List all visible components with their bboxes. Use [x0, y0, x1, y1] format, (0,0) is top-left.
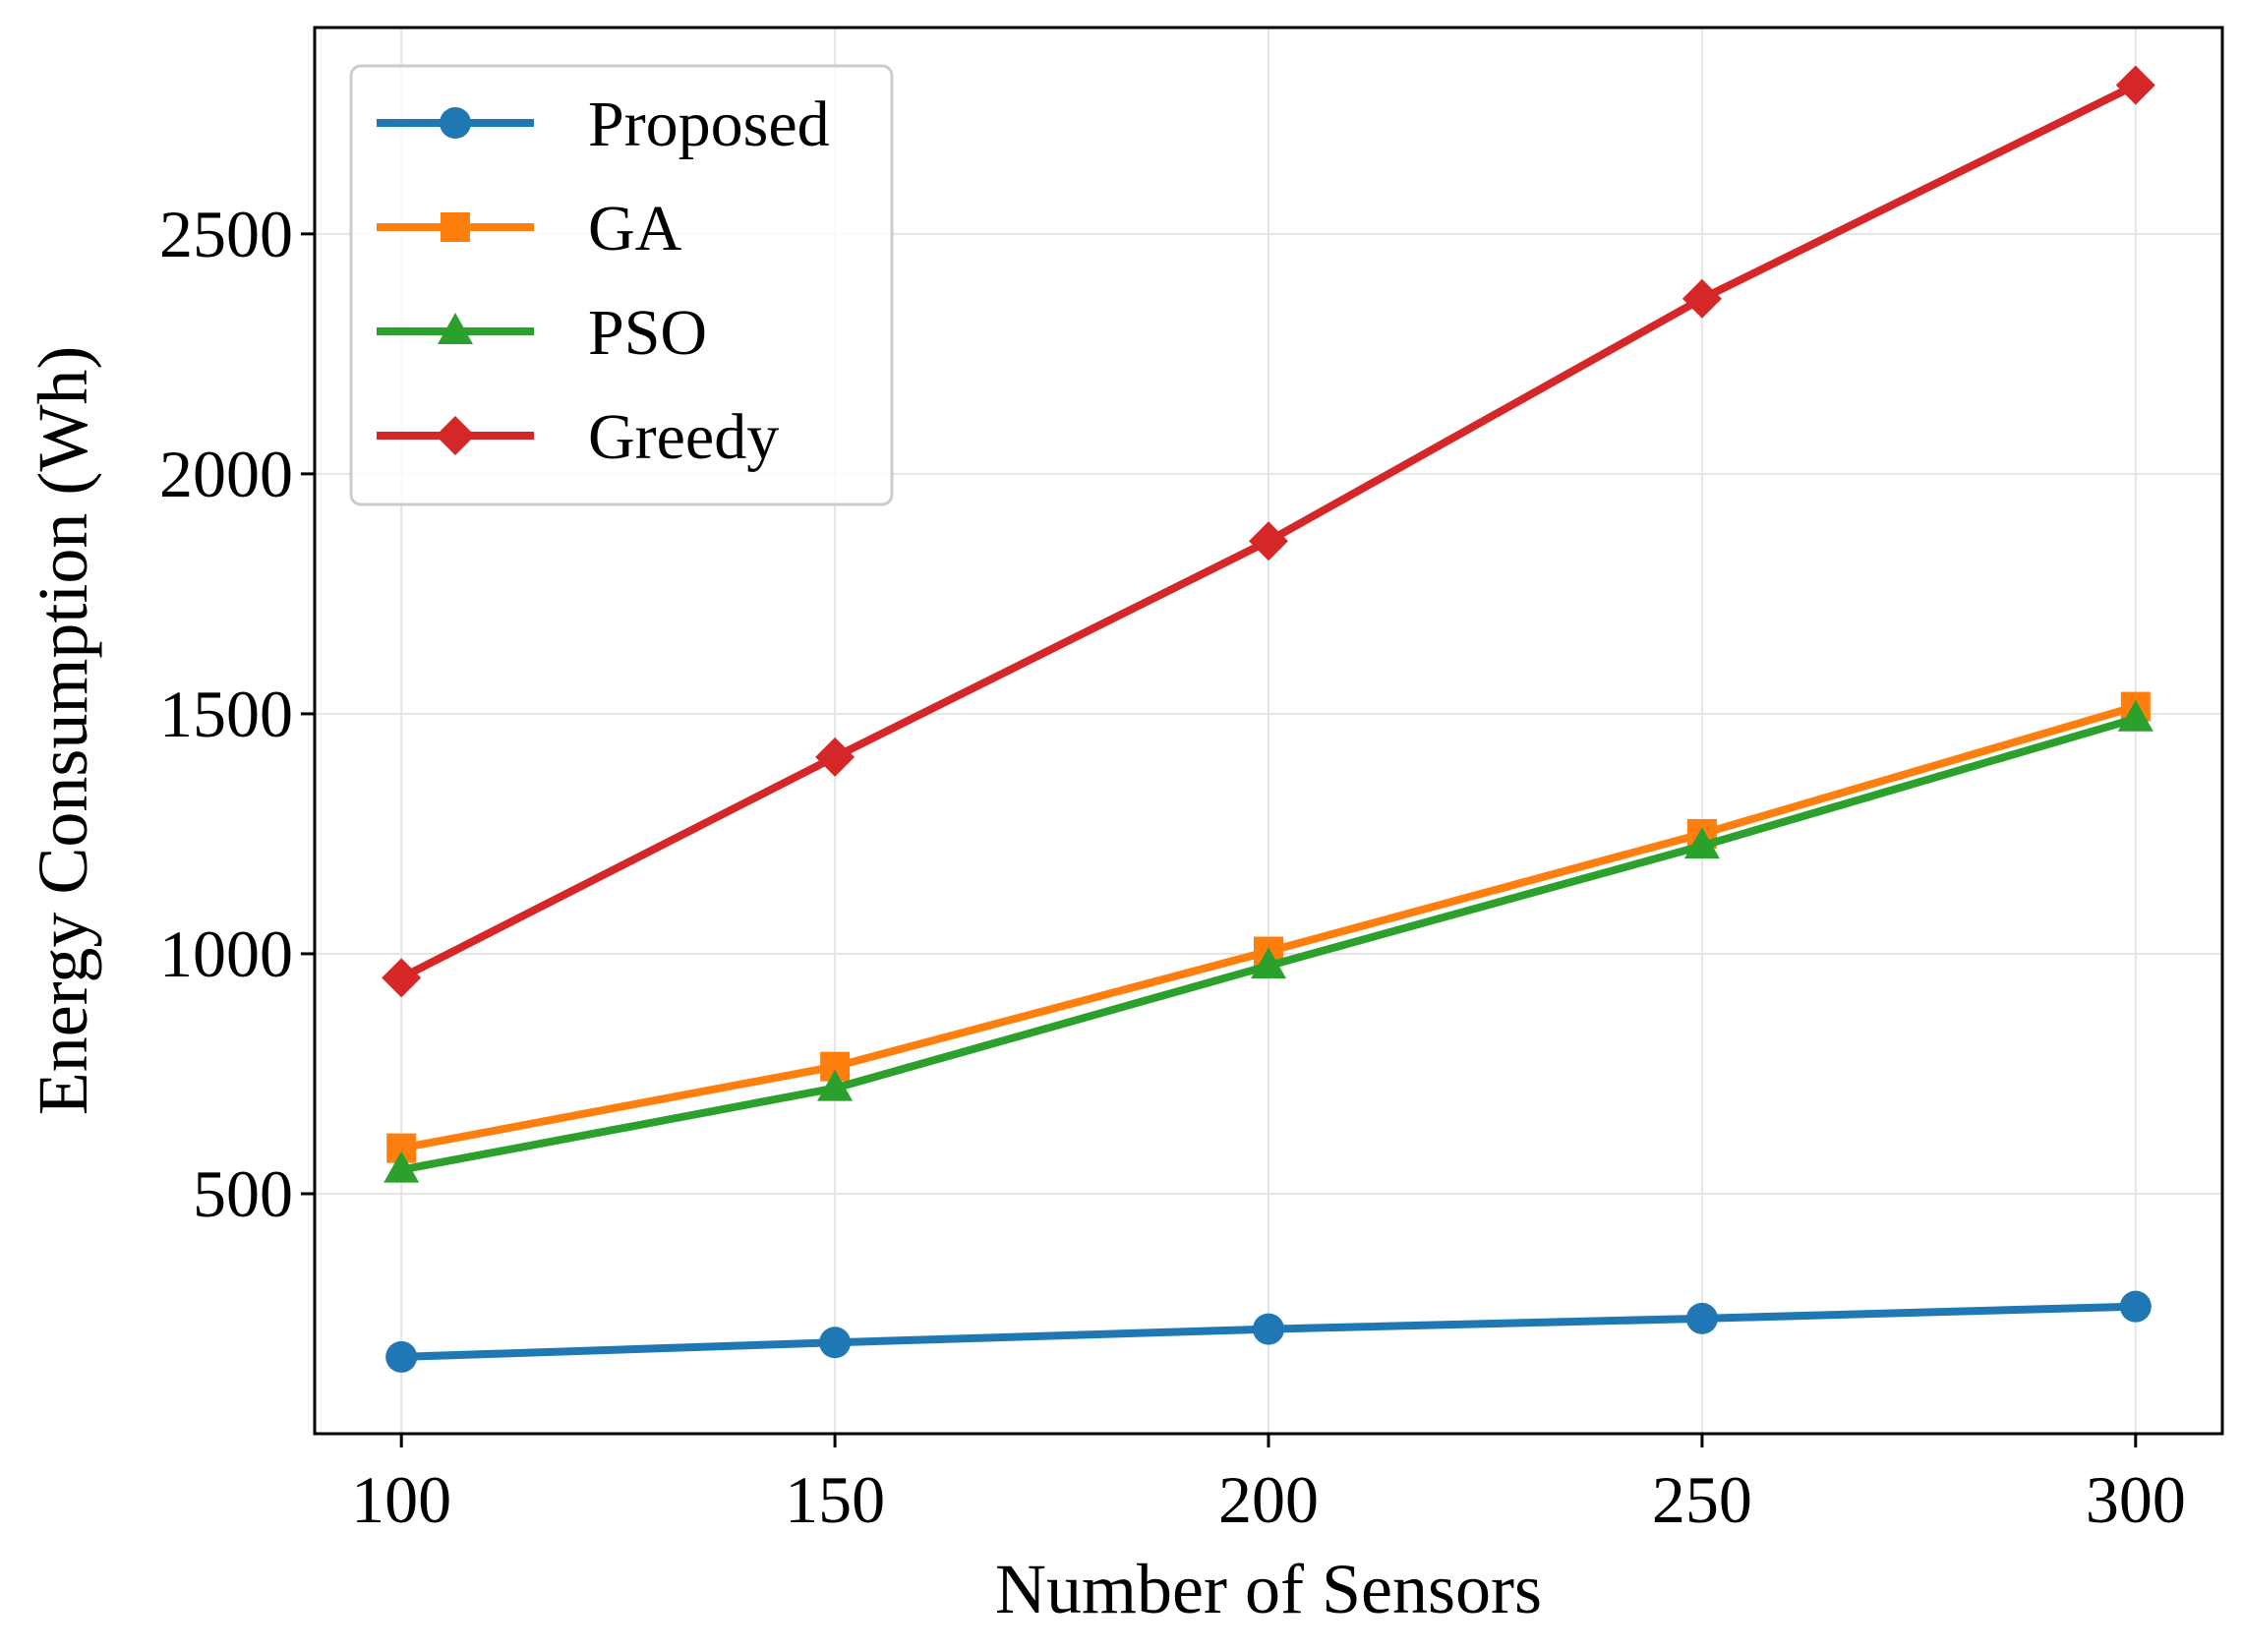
data-point-pso-4 — [2117, 699, 2154, 732]
y-axis-label: Energy Consumption (Wh) — [24, 346, 102, 1116]
data-point-greedy-2 — [1249, 521, 1288, 561]
legend: Proposed GA PSO Greedy — [349, 64, 894, 506]
data-point-proposed-2 — [1253, 1313, 1284, 1345]
data-point-proposed-3 — [1685, 1302, 1718, 1334]
data-point-pso-2 — [1251, 947, 1286, 979]
legend-label-ga: GA — [588, 193, 682, 265]
legend-box — [349, 64, 894, 506]
series-proposed — [385, 1290, 2152, 1373]
x-tick-label-2: 200 — [1218, 1462, 1319, 1537]
y-tick-label-4: 2500 — [159, 197, 293, 271]
y-tick-label-1: 1000 — [159, 916, 293, 991]
series-greedy — [382, 65, 2155, 998]
y-axis: 500 1000 1500 2000 2500 — [159, 197, 315, 1231]
x-tick-label-3: 250 — [1652, 1462, 1752, 1537]
data-point-pso-1 — [817, 1069, 854, 1101]
series-pso — [384, 699, 2154, 1183]
data-point-greedy-0 — [382, 958, 422, 998]
y-tick-label-3: 2000 — [159, 437, 293, 511]
x-tick-label-1: 150 — [785, 1462, 885, 1537]
data-point-greedy-4 — [2115, 65, 2155, 105]
data-point-proposed-1 — [819, 1327, 852, 1359]
series-layer — [382, 65, 2155, 1373]
y-tick-label-2: 1500 — [159, 677, 293, 751]
legend-marker-greedy — [436, 416, 475, 455]
data-point-greedy-3 — [1682, 278, 1722, 319]
legend-marker-ga — [441, 212, 470, 242]
y-tick-label-0: 500 — [193, 1156, 293, 1231]
data-point-proposed-0 — [385, 1340, 418, 1373]
legend-marker-pso — [438, 313, 473, 344]
legend-label-proposed: Proposed — [588, 88, 830, 160]
legend-label-pso: PSO — [588, 297, 707, 369]
x-axis-label: Number of Sensors — [995, 1550, 1542, 1628]
data-point-pso-0 — [384, 1150, 420, 1183]
x-axis: 100 150 200 250 300 — [351, 1434, 2186, 1537]
data-point-greedy-1 — [815, 737, 856, 777]
x-tick-label-0: 100 — [351, 1462, 451, 1537]
data-point-pso-3 — [1683, 827, 1720, 859]
x-tick-label-4: 300 — [2086, 1462, 2186, 1537]
legend-marker-proposed — [440, 107, 471, 139]
legend-label-greedy: Greedy — [588, 401, 779, 473]
data-point-proposed-4 — [2119, 1290, 2152, 1323]
